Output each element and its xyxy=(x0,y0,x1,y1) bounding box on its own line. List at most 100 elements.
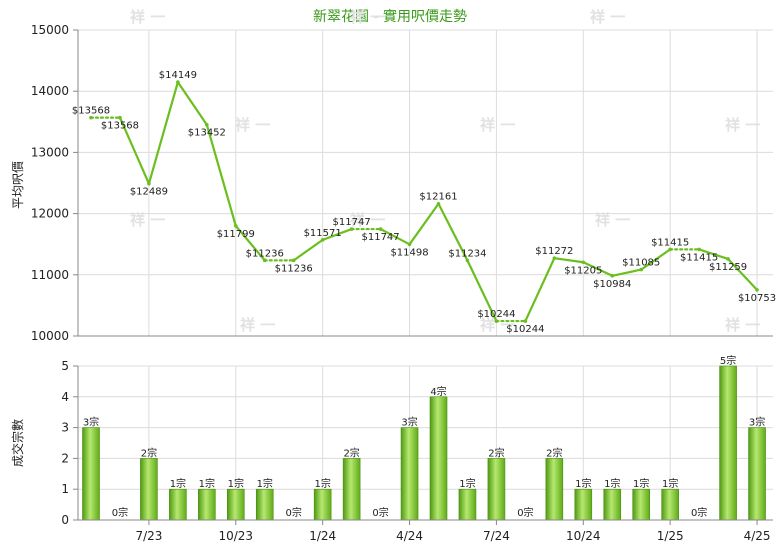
volume-bar-label: 1宗 xyxy=(257,477,273,490)
price-tick-label: 13000 xyxy=(31,145,69,159)
volume-tick-label: 0 xyxy=(61,513,69,527)
volume-bar xyxy=(487,458,506,521)
price-line-segment xyxy=(379,227,411,246)
price-point xyxy=(668,247,672,252)
volume-bar xyxy=(748,427,766,521)
price-point xyxy=(262,258,267,263)
price-point-label: $11571 xyxy=(304,228,342,239)
volume-tick-label: 5 xyxy=(61,359,69,373)
volume-bar-label: 1宗 xyxy=(314,477,330,490)
price-line-segment xyxy=(292,238,324,262)
price-point xyxy=(291,258,296,263)
price-point xyxy=(436,201,441,206)
watermark: 祥 一 xyxy=(130,8,165,26)
price-point-label: $11085 xyxy=(622,258,660,269)
volume-bar xyxy=(632,488,651,521)
price-axis-label: 平均呎價 xyxy=(11,161,25,209)
price-point xyxy=(552,256,557,260)
price-line-segment xyxy=(466,259,498,323)
watermark: 祥 一 xyxy=(350,211,385,229)
volume-bar xyxy=(574,488,593,521)
volume-bar-label: 1宗 xyxy=(170,477,186,490)
chart-title: 新翠花園 - 實用呎價走勢 xyxy=(313,8,467,25)
volume-bar-label: 1宗 xyxy=(633,477,649,490)
price-point-label: $10244 xyxy=(477,309,515,320)
volume-bar xyxy=(82,427,100,521)
price-line-segment xyxy=(726,257,759,292)
price-line-segment xyxy=(176,80,208,126)
price-point xyxy=(407,242,412,247)
price-point-label: $13452 xyxy=(188,128,226,139)
price-point xyxy=(118,115,122,120)
price-point-label: $12489 xyxy=(130,187,168,198)
volume-bar xyxy=(140,458,158,521)
watermark: 祥 一 xyxy=(725,316,760,334)
price-point-label: $11799 xyxy=(217,229,255,240)
price-point-label: $11259 xyxy=(709,262,747,273)
price-line-segment xyxy=(437,202,469,262)
price-point xyxy=(639,267,644,272)
volume-tick-label: 4 xyxy=(61,390,69,404)
price-point-label: $11234 xyxy=(448,248,486,259)
volume-bar-label: 3宗 xyxy=(401,416,417,429)
volume-bar xyxy=(719,365,737,521)
volume-bar xyxy=(400,427,419,521)
price-point-label: $10753 xyxy=(738,293,776,304)
price-line-segment xyxy=(321,227,353,241)
price-point-label: $11272 xyxy=(535,246,573,257)
price-point-label: $11415 xyxy=(651,237,689,248)
price-point xyxy=(465,258,470,263)
price-point-label: $11205 xyxy=(564,265,602,276)
x-tick-label: 10/23 xyxy=(218,529,253,543)
watermark: 祥 一 xyxy=(130,211,165,229)
price-line-segment xyxy=(118,116,151,185)
price-point xyxy=(755,288,759,292)
watermark: 祥 一 xyxy=(235,116,270,134)
volume-tick-label: 2 xyxy=(61,451,69,465)
volume-bar-label: 1宗 xyxy=(228,477,244,490)
price-tick-label: 11000 xyxy=(31,268,69,282)
x-tick-label: 7/24 xyxy=(483,529,510,543)
x-tick-label: 10/24 xyxy=(566,529,601,543)
price-point xyxy=(233,224,238,228)
price-point xyxy=(378,227,383,231)
price-line-segment xyxy=(408,202,440,246)
price-line-segment xyxy=(147,80,179,185)
volume-bar xyxy=(255,488,274,521)
x-tick-label: 1/24 xyxy=(309,529,336,543)
price-point-label: $10984 xyxy=(593,279,631,290)
watermark: 祥 一 xyxy=(595,211,630,229)
volume-bar-label: 0宗 xyxy=(372,506,388,519)
volume-bar-label: 0宗 xyxy=(691,506,707,519)
volume-bar xyxy=(198,488,216,521)
volume-bar-label: 1宗 xyxy=(662,477,678,490)
x-tick-label: 4/25 xyxy=(744,529,771,543)
volume-bar-label: 0宗 xyxy=(112,506,128,519)
volume-bar-label: 2宗 xyxy=(488,446,504,459)
price-point-label: $14149 xyxy=(159,70,197,81)
price-line-segment xyxy=(234,224,266,262)
watermark: 祥 一 xyxy=(480,116,515,134)
volume-bar-label: 4宗 xyxy=(430,385,446,398)
price-point xyxy=(89,115,93,120)
volume-bar xyxy=(661,488,679,521)
price-point-label: $11236 xyxy=(246,248,284,259)
volume-tick-label: 3 xyxy=(61,421,69,435)
volume-bar-label: 2宗 xyxy=(141,446,157,459)
volume-axis-label: 成交宗數 xyxy=(10,419,25,467)
price-point-label: $13568 xyxy=(72,106,110,117)
volume-bar-label: 0宗 xyxy=(286,506,302,519)
price-point-label: $10244 xyxy=(506,324,544,335)
volume-bar-label: 2宗 xyxy=(546,446,562,459)
price-line-segment xyxy=(524,257,556,323)
volume-bar xyxy=(342,458,361,521)
volume-bar xyxy=(603,488,622,521)
volume-bar-label: 2宗 xyxy=(343,446,359,459)
price-point xyxy=(697,247,701,252)
price-line-segment xyxy=(640,248,672,271)
price-point-label: $11747 xyxy=(333,217,371,228)
volume-bar xyxy=(458,488,477,521)
price-line-segment xyxy=(582,261,614,277)
